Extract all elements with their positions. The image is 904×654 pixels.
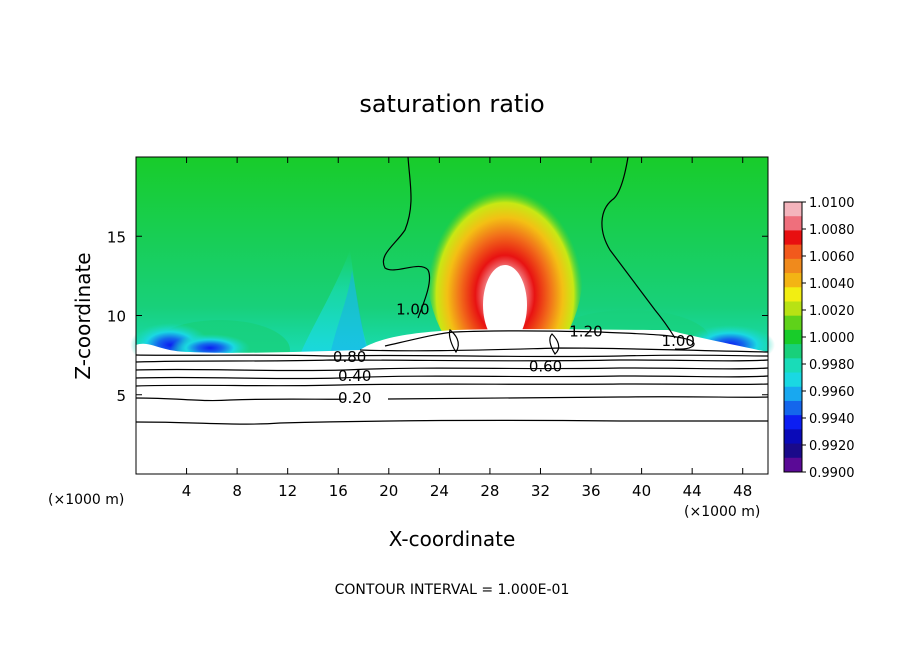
x-tick-label: 32 (531, 482, 550, 500)
x-axis-label: X-coordinate (389, 527, 516, 551)
x-tick-label: 44 (683, 482, 702, 500)
colorbar-tick-label: 0.9900 (809, 466, 855, 481)
x-tick-label: 24 (430, 482, 449, 500)
colorbar-swatch (784, 358, 802, 374)
colorbar-tick-label: 0.9960 (809, 385, 855, 400)
colorbar-swatch (784, 216, 802, 231)
colorbar-tick-label: 0.9980 (809, 358, 855, 373)
x-tick-label: 20 (379, 482, 398, 500)
colorbar-tick-label: 1.0060 (809, 250, 855, 265)
y-tick-label: 15 (107, 228, 126, 246)
colorbar-swatch (784, 344, 802, 359)
colorbar-tick-label: 1.0040 (809, 277, 855, 292)
contour-label: 1.00 (396, 300, 429, 318)
contour-label: 0.60 (529, 357, 562, 375)
colorbar-tick-label: 1.0020 (809, 304, 855, 319)
colorbar-swatch (784, 372, 802, 388)
x-tick-label: 36 (581, 482, 600, 500)
y-axis: 5 10 15 (107, 228, 768, 405)
chart-title: saturation ratio (359, 90, 544, 118)
colorbar-tick-label: 1.0100 (809, 196, 855, 211)
colorbar-swatch (784, 429, 802, 445)
y-tick-label: 10 (107, 308, 126, 326)
y-axis-label: Z-coordinate (71, 252, 95, 379)
contour-lines (135, 156, 769, 425)
colorbar-tick-label: 1.0000 (809, 331, 855, 346)
colorbar-swatch (784, 400, 802, 416)
heatmap-field (130, 157, 775, 474)
colorbar-swatch (784, 415, 802, 430)
contour-labels: 1.00 1.20 1.00 0.80 0.60 0.40 0.20 (333, 300, 695, 407)
colorbar-tick-label: 0.9920 (809, 439, 855, 454)
colorbar: 1.0100 1.0080 1.0060 1.0040 1.0020 1.0000 0.99… (783, 196, 855, 481)
x-tick-label: 16 (329, 482, 348, 500)
x-tick-label: 40 (632, 482, 651, 500)
colorbar-swatch (784, 258, 802, 274)
colorbar-swatch (784, 273, 802, 288)
colorbar-swatch (784, 457, 802, 473)
contour-label: 0.80 (333, 348, 366, 366)
x-axis: 4 8 12 16 20 24 28 32 36 40 44 48 (182, 157, 752, 500)
x-tick-label: 4 (182, 482, 192, 500)
colorbar-swatch (784, 443, 802, 459)
x-tick-label: 48 (733, 482, 752, 500)
x-unit-left: (×1000 m) (48, 492, 124, 508)
colorbar-tick-label: 0.9940 (809, 412, 855, 427)
colorbar-swatch (784, 202, 802, 217)
y-tick-label: 5 (116, 387, 126, 405)
contour-label: 1.20 (569, 323, 602, 341)
colorbar-swatch (784, 301, 802, 317)
contour-label: 1.00 (662, 332, 695, 350)
x-tick-label: 12 (278, 482, 297, 500)
contour-interval-note: CONTOUR INTERVAL = 1.000E-01 (335, 582, 570, 598)
colorbar-swatch (784, 244, 802, 260)
x-tick-label: 8 (232, 482, 242, 500)
colorbar-tick-label: 1.0080 (809, 223, 855, 238)
x-unit-right: (×1000 m) (684, 504, 760, 520)
contour-label: 0.40 (338, 367, 371, 385)
colorbar-swatch (784, 230, 802, 246)
contour-label: 0.20 (338, 389, 371, 407)
colorbar-swatch (784, 386, 802, 402)
colorbar-swatch (784, 315, 802, 331)
colorbar-swatch (784, 329, 802, 345)
colorbar-swatch (784, 287, 802, 302)
x-tick-label: 28 (480, 482, 499, 500)
